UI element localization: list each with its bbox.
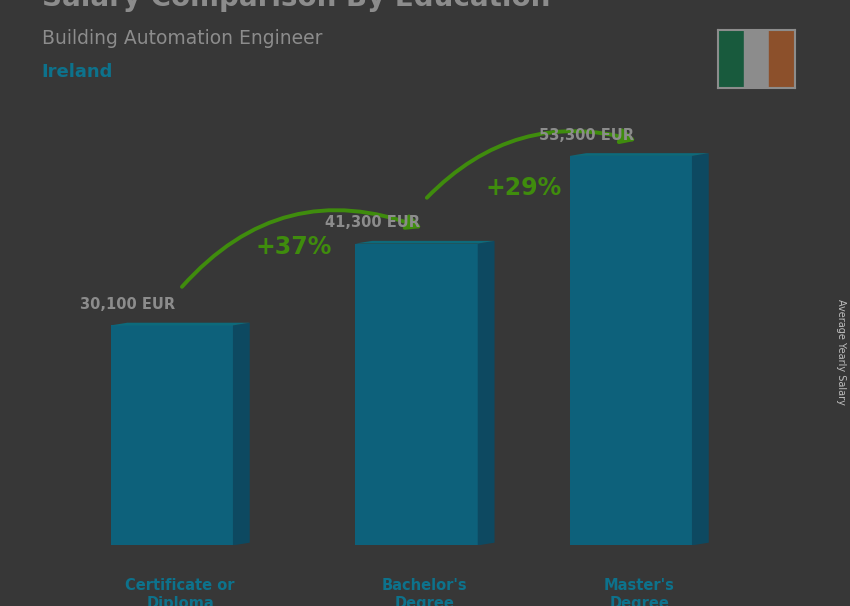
Text: Bachelor's
Degree: Bachelor's Degree (382, 578, 468, 606)
Polygon shape (570, 156, 692, 545)
Polygon shape (692, 153, 709, 545)
Polygon shape (478, 241, 495, 545)
Text: Master's
Degree: Master's Degree (604, 578, 675, 606)
Polygon shape (110, 325, 233, 545)
Bar (769, 30, 795, 88)
Text: 30,100 EUR: 30,100 EUR (80, 298, 175, 312)
FancyArrowPatch shape (182, 210, 418, 287)
Text: Certificate or
Diploma: Certificate or Diploma (125, 578, 235, 606)
Text: Building Automation Engineer: Building Automation Engineer (42, 28, 322, 48)
Text: +29%: +29% (485, 176, 562, 199)
Polygon shape (355, 241, 495, 244)
Text: 41,300 EUR: 41,300 EUR (325, 216, 420, 230)
Polygon shape (233, 323, 250, 545)
Text: Ireland: Ireland (42, 64, 113, 81)
Polygon shape (110, 323, 250, 325)
Polygon shape (355, 244, 478, 545)
FancyArrowPatch shape (427, 130, 632, 198)
Text: Average Yearly Salary: Average Yearly Salary (836, 299, 846, 404)
Text: 53,300 EUR: 53,300 EUR (539, 128, 634, 143)
Polygon shape (570, 153, 709, 156)
Bar (744, 30, 769, 88)
Bar (718, 30, 744, 88)
Text: Salary Comparison By Education: Salary Comparison By Education (42, 0, 550, 12)
Text: +37%: +37% (256, 235, 332, 259)
